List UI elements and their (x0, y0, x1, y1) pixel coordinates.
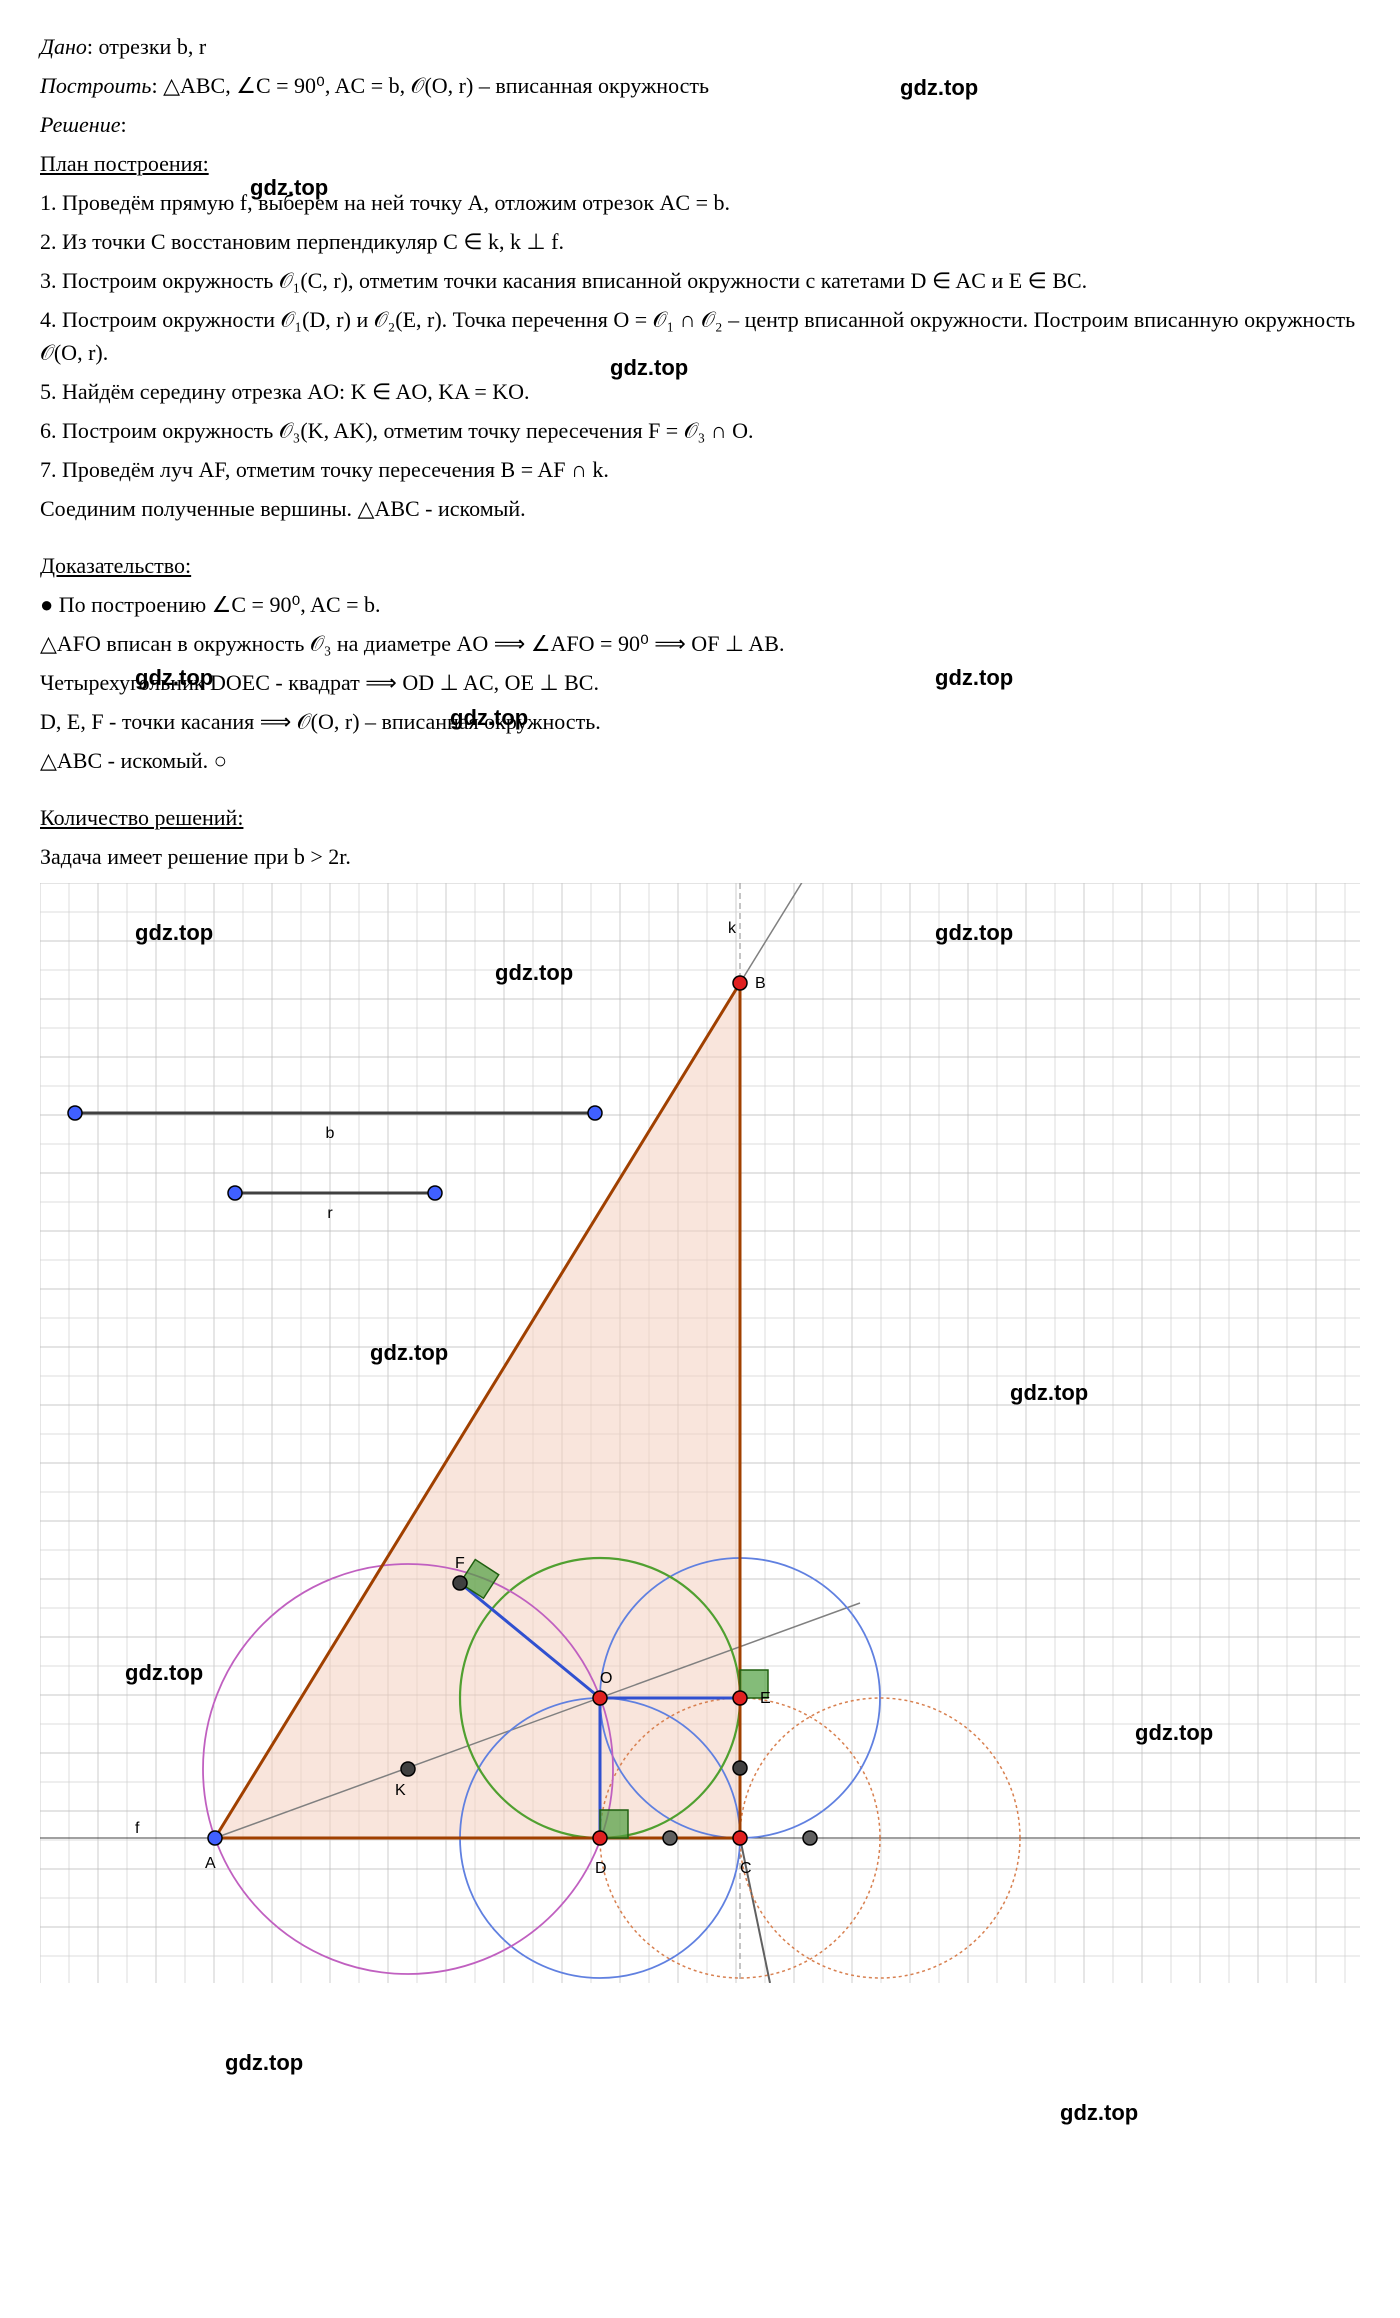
proof-line-5: △ABC - искомый. ○ (40, 744, 1360, 777)
plan-step-5: 5. Найдём середину отрезка AO: K ∈ AO, K… (40, 375, 1360, 408)
proof-line-3: Четырехугольник DOEC - квадрат ⟹ OD ⊥ AC… (40, 666, 1360, 699)
proof-heading: Доказательство: (40, 549, 1360, 582)
diagram-svg: f k b r A C B D E O F K (40, 883, 1360, 1983)
plan-step-1: 1. Проведём прямую f, выберем на ней точ… (40, 186, 1360, 219)
svg-text:r: r (327, 1205, 333, 1222)
proof-line-2: △AFO вписан в окружность 𝒪₃ на диаметре … (40, 627, 1360, 660)
proof-line-1: ● По построению ∠C = 90⁰, AC = b. (40, 588, 1360, 621)
watermark: gdz.top (225, 2050, 303, 2076)
svg-text:f: f (135, 1820, 140, 1837)
given-text: : отрезки b, r (87, 34, 206, 59)
plan-step-3: 3. Построим окружность 𝒪₁(C, r), отметим… (40, 264, 1360, 297)
svg-text:E: E (760, 1690, 771, 1707)
plan-step-2: 2. Из точки C восстановим перпендикуляр … (40, 225, 1360, 258)
watermark: gdz.top (1060, 2100, 1138, 2126)
svg-text:K: K (395, 1782, 406, 1799)
count-heading: Количество решений: (40, 801, 1360, 834)
svg-text:F: F (455, 1555, 465, 1572)
plan-step-4: 4. Построим окружности 𝒪₁(D, r) и 𝒪₂(E, … (40, 303, 1360, 369)
construct-label: Построить (40, 73, 151, 98)
plan-step-7: 7. Проведём луч AF, отметим точку пересе… (40, 453, 1360, 486)
svg-text:b: b (326, 1125, 335, 1142)
solution-line: Решение: (40, 108, 1360, 141)
solution-colon: : (120, 112, 126, 137)
geometry-diagram: f k b r A C B D E O F K (40, 883, 1360, 1983)
svg-text:k: k (728, 920, 737, 937)
plan-step-6: 6. Построим окружность 𝒪₃(K, AK), отмети… (40, 414, 1360, 447)
svg-text:B: B (755, 975, 766, 992)
svg-text:A: A (205, 1855, 216, 1872)
plan-heading: План построения: (40, 147, 1360, 180)
given-label: Дано (40, 34, 87, 59)
construct-line: Построить: △ABC, ∠C = 90⁰, AC = b, 𝒪(O, … (40, 69, 1360, 102)
proof-line-4: D, E, F - точки касания ⟹ 𝒪(O, r) – впис… (40, 705, 1360, 738)
solution-label: Решение (40, 112, 120, 137)
count-text: Задача имеет решение при b > 2r. (40, 840, 1360, 873)
plan-final: Соединим полученные вершины. △ABC - иско… (40, 492, 1360, 525)
construct-text: : △ABC, ∠C = 90⁰, AC = b, 𝒪(O, r) – впис… (151, 73, 709, 98)
given-line: Дано: отрезки b, r (40, 30, 1360, 63)
svg-text:D: D (595, 1860, 607, 1877)
svg-text:C: C (740, 1860, 752, 1877)
svg-text:O: O (600, 1670, 612, 1687)
